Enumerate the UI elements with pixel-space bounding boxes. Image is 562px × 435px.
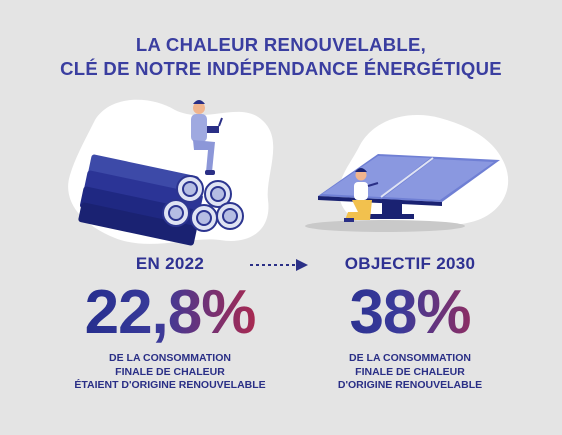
pipes-with-person-illustration	[78, 100, 244, 246]
title-line-2: CLÉ DE NOTRE INDÉPENDANCE ÉNERGÉTIQUE	[60, 58, 502, 79]
left-desc-line-2: FINALE DE CHALEUR	[115, 365, 225, 378]
left-desc-line-1: DE LA CONSOMMATION	[109, 352, 231, 364]
left-percentage: 22,8%	[60, 282, 280, 344]
right-value-wrap: 38%	[300, 282, 520, 344]
title-line-1: LA CHALEUR RENOUVELABLE,	[135, 34, 427, 55]
right-description: DE LA CONSOMMATION FINALE DE CHALEUR D'O…	[290, 352, 530, 393]
right-desc-line-3: D'ORIGINE RENOUVELABLE	[337, 379, 483, 391]
left-year-label: EN 2022	[135, 254, 205, 273]
left-value-wrap: 22,8%	[60, 282, 280, 344]
right-percentage: 38%	[300, 282, 520, 344]
left-desc-line-3: ÉTAIENT D'ORIGINE RENOUVELABLE	[74, 379, 266, 391]
right-desc-line-2: FINALE DE CHALEUR	[355, 365, 465, 378]
right-desc-line-1: DE LA CONSOMMATION	[349, 352, 471, 364]
right-year-label: OBJECTIF 2030	[344, 254, 476, 273]
solar-panel-with-worker-illustration	[305, 154, 500, 232]
right-stat-column: OBJECTIF 2030	[300, 254, 520, 274]
page-title: LA CHALEUR RENOUVELABLE, CLÉ DE NOTRE IN…	[0, 33, 562, 81]
dotted-arrow-icon	[250, 259, 308, 271]
left-stat-column: EN 2022	[60, 254, 280, 274]
left-description: DE LA CONSOMMATION FINALE DE CHALEUR ÉTA…	[45, 352, 295, 393]
